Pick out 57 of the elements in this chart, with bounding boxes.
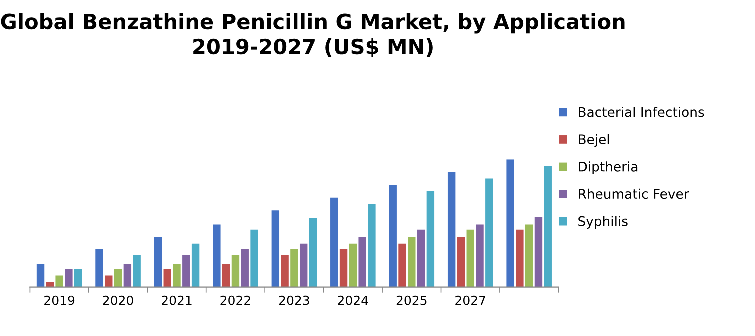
bar [241,248,249,288]
x-tick-label: 2027 [456,296,486,306]
bar [330,198,338,288]
bar [124,264,132,288]
bar [486,178,494,288]
bar [74,269,82,288]
bar [506,160,514,288]
bar [173,264,181,288]
bar [368,204,376,288]
bar [358,237,366,288]
bar [154,237,162,288]
bar [36,264,45,288]
x-tick-label: 2019 [44,296,75,306]
bar [398,244,406,288]
x-tick-label: 2021 [162,296,192,306]
bar [272,210,280,288]
bar [417,230,426,288]
x-tick-label: 2025 [396,296,427,306]
bar [534,217,543,288]
bar [192,244,200,288]
x-tick-label: 2023 [279,296,310,306]
bar [516,230,524,288]
bar [448,172,456,288]
x-tick-label: 2020 [103,296,134,306]
x-tick-label: 2024 [338,296,368,306]
bar [114,269,122,288]
bar [213,224,221,288]
bar [65,269,73,288]
bar [96,248,104,288]
bar [525,224,534,288]
bar [466,230,474,288]
x-tick-label: 2022 [220,296,250,306]
bar [476,224,484,288]
bar [290,248,298,288]
bar [349,244,358,288]
legend-label: Bacterial Infections [579,107,704,118]
bar [133,255,141,288]
bar [426,192,435,288]
bar [389,185,397,288]
legend-label: Syphilis [578,216,628,229]
bar [300,244,308,288]
legend-label: Bejel [579,134,610,148]
bar [250,230,258,288]
legend-label: Diptheria [579,162,638,174]
bar [408,237,416,288]
bar [232,255,240,288]
bar [164,269,172,288]
bar [182,255,190,288]
bar [340,248,348,288]
bar [281,255,289,288]
bar [309,218,318,288]
bar [222,264,230,288]
bar [56,276,64,288]
chart-title: Global Benzathine Penicillin G Market, by Application 2019-2027 (US$ MN) [1,13,625,58]
bar [457,237,466,288]
legend-label: Rheumatic Fever [579,188,690,200]
bar [544,166,552,288]
